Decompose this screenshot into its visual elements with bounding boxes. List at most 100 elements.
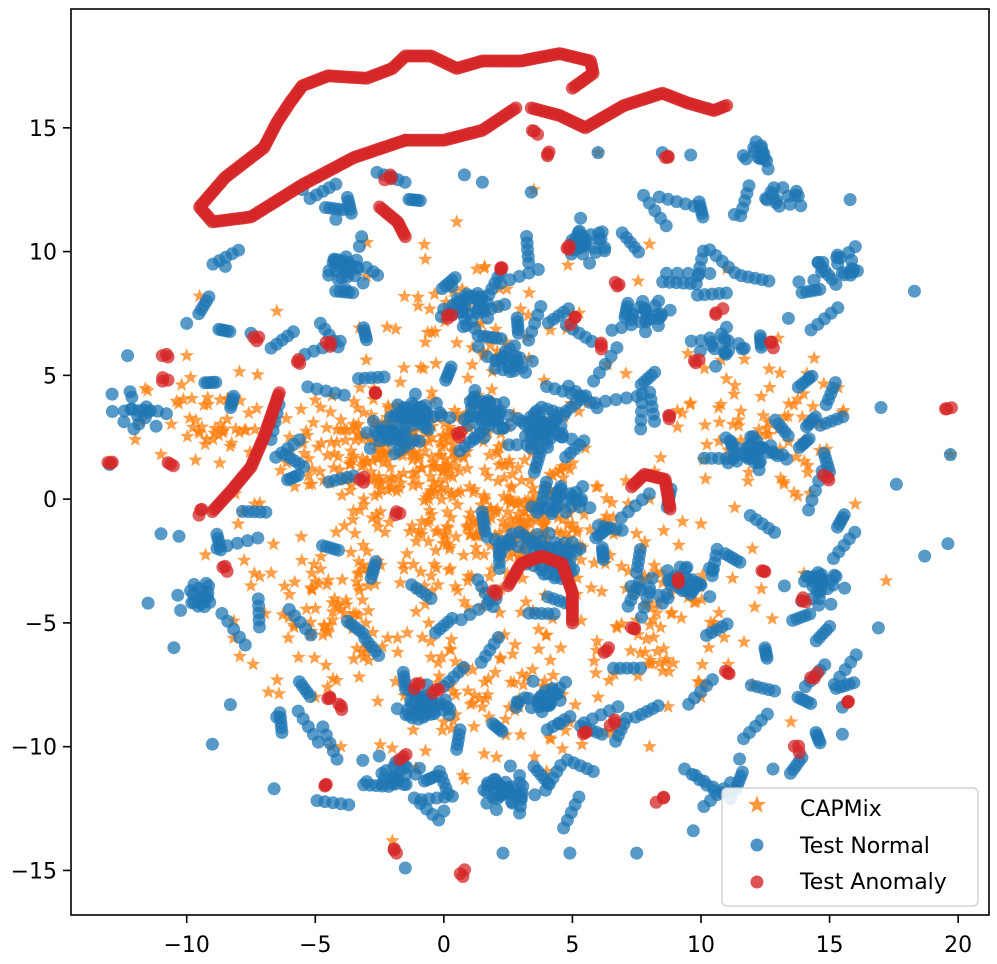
test-anomaly-point (399, 748, 413, 761)
capmix-point (789, 449, 804, 463)
test-normal-point (802, 570, 816, 584)
capmix-point (205, 431, 221, 446)
test-normal-point (907, 284, 921, 298)
test-normal-point (826, 578, 840, 592)
test-normal-point (367, 414, 380, 428)
test-normal-point (301, 380, 315, 394)
capmix-point (333, 739, 349, 753)
capmix-point (448, 687, 463, 701)
capmix-point (184, 391, 199, 405)
test-normal-point (316, 539, 329, 553)
test-normal-point (486, 717, 500, 731)
capmix-point (415, 630, 430, 644)
capmix-point (796, 386, 811, 400)
test-anomaly-point (663, 502, 677, 516)
test-normal-point (405, 711, 419, 725)
test-normal-point (545, 420, 559, 433)
test-normal-point (610, 341, 624, 355)
capmix-point (232, 364, 247, 378)
test-normal-point (766, 762, 780, 776)
capmix-point (427, 557, 442, 571)
test-normal-point (811, 256, 825, 269)
capmix-point (406, 471, 422, 485)
capmix-point (307, 557, 322, 571)
capmix-point (670, 419, 685, 434)
capmix-point (656, 523, 671, 537)
test-normal-point (121, 349, 135, 363)
capmix-point (525, 662, 540, 676)
test-normal-point (682, 573, 696, 587)
test-normal-point (495, 787, 509, 801)
capmix-point (505, 466, 520, 481)
legend-item-test-anomaly: Test Anomaly (750, 870, 947, 895)
capmix-point (559, 458, 575, 473)
capmix-point (361, 603, 376, 617)
test-anomaly-point (105, 455, 119, 469)
capmix-point (758, 427, 774, 441)
capmix-point (450, 497, 465, 511)
test-normal-point (433, 406, 447, 420)
test-normal-point (159, 407, 173, 421)
capmix-point (445, 437, 461, 451)
capmix-point (553, 462, 568, 477)
capmix-point (219, 411, 235, 426)
capmix-point (759, 420, 775, 435)
capmix-point (807, 350, 822, 365)
capmix-point (570, 570, 585, 585)
test-normal-point (525, 354, 539, 368)
capmix-point (695, 657, 710, 671)
capmix-point (447, 403, 462, 417)
test-normal-point (813, 282, 827, 296)
test-normal-point (553, 488, 567, 502)
capmix-point (308, 601, 323, 615)
test-normal-point (848, 525, 862, 539)
capmix-point (588, 665, 603, 680)
capmix-point (359, 454, 374, 469)
test-normal-point (292, 675, 306, 689)
test-normal-point (437, 804, 451, 818)
capmix-point (344, 476, 359, 491)
capmix-point (388, 321, 403, 336)
test-normal-point (777, 579, 791, 593)
capmix-point (427, 286, 442, 301)
test-normal-point (642, 487, 656, 501)
capmix-point (326, 460, 341, 474)
test-normal-point (768, 413, 782, 427)
test-normal-point (232, 243, 246, 257)
test-anomaly-point (720, 99, 734, 112)
capmix-point (313, 549, 329, 563)
test-normal-point (630, 846, 644, 860)
test-normal-point (847, 676, 861, 690)
capmix-point (508, 512, 524, 526)
capmix-point (516, 677, 531, 691)
x-tick-label: 10 (687, 933, 715, 958)
test-anomaly-point (509, 101, 523, 115)
capmix-point (629, 526, 644, 540)
test-normal-point (282, 603, 296, 616)
capmix-point (465, 662, 480, 676)
test-normal-point (352, 239, 366, 253)
capmix-point (521, 307, 536, 322)
capmix-point (656, 641, 671, 655)
test-normal-point (329, 212, 343, 226)
capmix-point (439, 537, 455, 551)
test-normal-point (643, 385, 657, 399)
capmix-point (519, 669, 534, 684)
test-normal-point (527, 426, 540, 439)
capmix-point (483, 538, 498, 552)
test-normal-point (621, 296, 635, 310)
capmix-point (816, 376, 831, 390)
capmix-point (725, 570, 740, 585)
capmix-point (551, 510, 566, 524)
test-normal-point (492, 537, 506, 551)
test-normal-point (843, 193, 857, 207)
capmix-point (320, 679, 335, 694)
capmix-point (313, 400, 328, 414)
test-normal-point (215, 607, 229, 620)
capmix-point (428, 524, 444, 538)
capmix-point (333, 412, 349, 426)
capmix-point (176, 391, 191, 406)
capmix-point (371, 469, 387, 483)
capmix-point (497, 457, 513, 472)
capmix-point (291, 649, 306, 664)
